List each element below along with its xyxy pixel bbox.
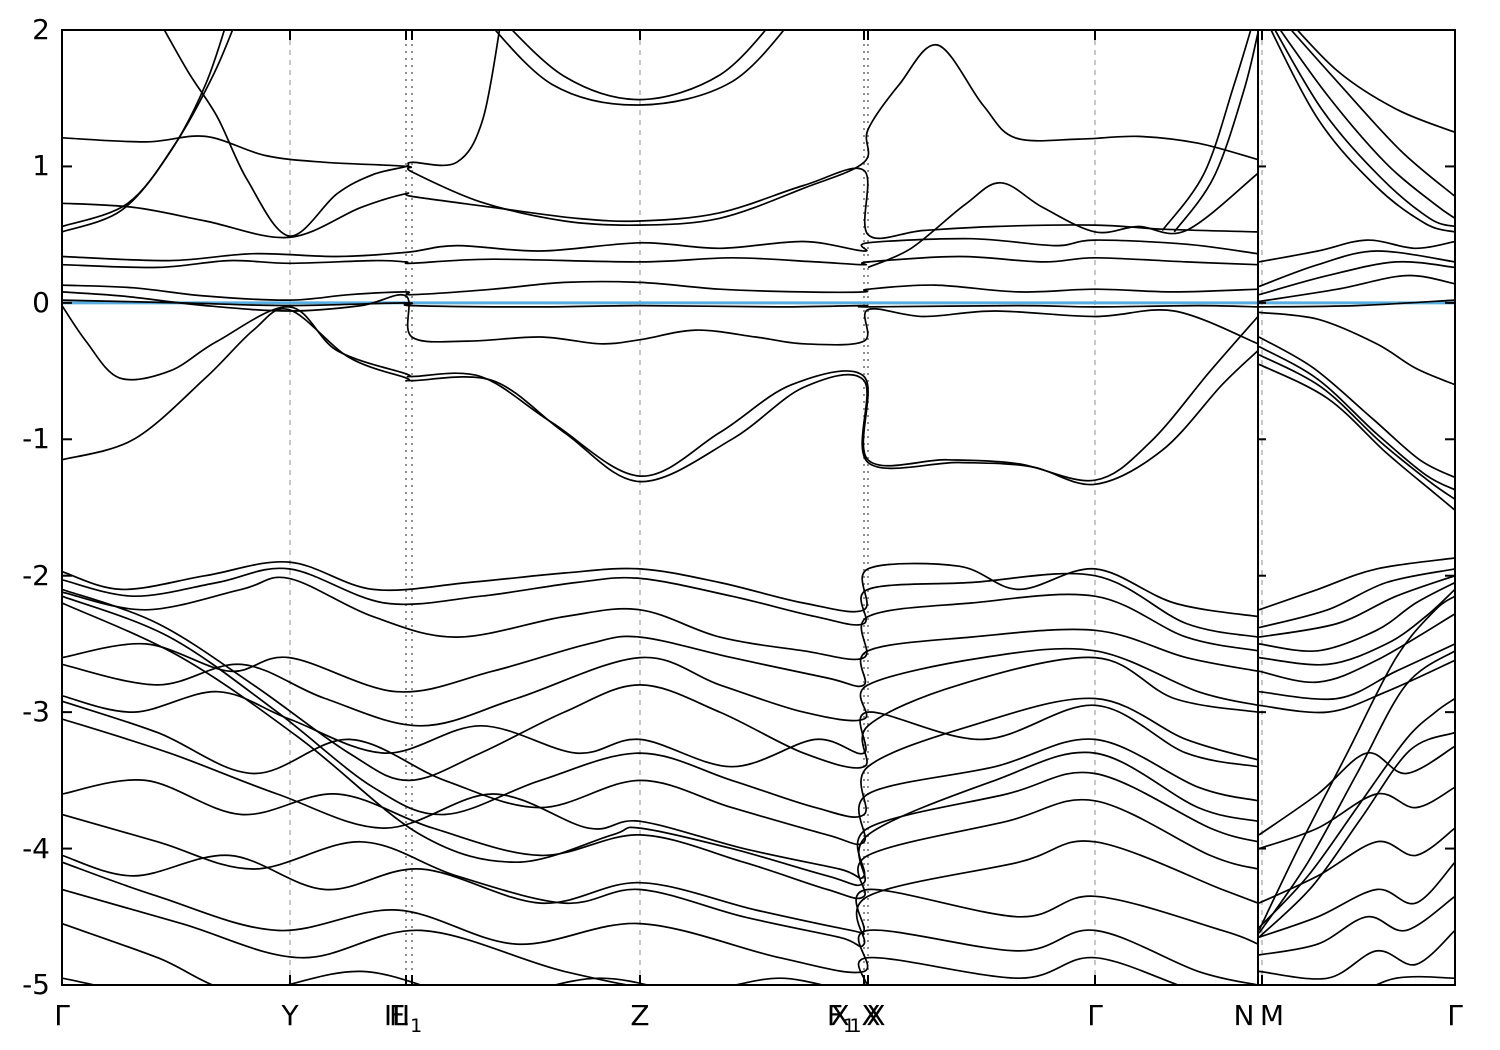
x-tick-label: Y — [281, 999, 299, 1032]
x-tick-label: L — [392, 999, 408, 1032]
band-curve — [62, 690, 1259, 768]
band-curve — [62, 30, 226, 233]
y-tick-label: -1 — [22, 422, 50, 456]
y-tick-label: -3 — [22, 695, 50, 729]
x-tick-label: X — [866, 999, 886, 1032]
band-curve — [1258, 363, 1455, 511]
band-curve — [62, 779, 1259, 900]
x-tick-label: F1 — [826, 999, 856, 1037]
band-curve — [1258, 643, 1455, 701]
band-curve — [1161, 30, 1252, 232]
band-curve — [1258, 613, 1455, 684]
x-tick-label: Γ — [54, 999, 70, 1032]
band-curve — [62, 560, 1259, 618]
y-tick-label: 0 — [32, 285, 50, 319]
band-curve — [62, 718, 1259, 880]
y-tick-label: -4 — [22, 831, 50, 865]
x-tick-label: N — [1233, 999, 1255, 1032]
y-tick-label: -5 — [22, 968, 50, 1001]
band-curve — [62, 44, 1259, 227]
band-curve — [1258, 239, 1455, 263]
band-curve — [1258, 250, 1455, 288]
band-curve — [62, 167, 1259, 240]
band-curve — [62, 854, 1259, 945]
y-tick-label: -2 — [22, 558, 50, 592]
band-curve — [163, 30, 501, 237]
x-tick-label: M — [1259, 999, 1285, 1032]
x-tick-label: Γ — [1447, 999, 1463, 1032]
x-tick-label: I1 — [401, 999, 423, 1037]
band-curve — [1270, 30, 1455, 233]
band-curve — [511, 30, 767, 101]
plot-border — [61, 29, 1456, 986]
band-curve — [1258, 557, 1455, 611]
band-curve — [1258, 299, 1455, 308]
band-curve — [494, 30, 785, 106]
band-curve — [62, 602, 1259, 887]
x-tick-label: X1 — [830, 999, 862, 1037]
band-curve — [62, 922, 1152, 985]
band-curve — [1258, 731, 1455, 938]
x-tick-label: Z — [630, 999, 650, 1032]
x-tick-label: Γ — [1087, 999, 1103, 1032]
band-curve — [1290, 30, 1455, 198]
band-curve — [1258, 827, 1455, 904]
band-curve — [62, 861, 1259, 985]
y-tick-label: 1 — [32, 149, 50, 183]
band-curve — [1258, 595, 1455, 931]
band-curve — [1258, 895, 1455, 956]
band-curve — [1258, 274, 1455, 303]
band-curve — [1258, 311, 1455, 386]
band-curve — [1258, 659, 1455, 714]
band-curve — [62, 567, 1259, 638]
band-curve — [1258, 345, 1455, 491]
band-curve — [1258, 588, 1455, 666]
band-curve — [1374, 975, 1455, 985]
band-curve — [62, 977, 313, 985]
x-tick-label-subscript: 1 — [843, 1015, 856, 1037]
band-curve — [62, 280, 1259, 301]
band-curve — [62, 628, 1259, 693]
band-curve — [1279, 30, 1455, 220]
band-curve — [62, 576, 1259, 661]
x-tick-label-subscript: 1 — [410, 1015, 423, 1037]
band-curve — [1258, 861, 1455, 939]
y-tick-label: 2 — [32, 13, 50, 46]
band-curve — [1258, 336, 1455, 479]
band-curve — [62, 291, 1259, 346]
band-curve — [62, 307, 1259, 486]
x-tick-label: X — [861, 999, 881, 1032]
band-curve — [1258, 745, 1455, 836]
band-curve — [1258, 353, 1455, 500]
band-curve — [1258, 697, 1455, 929]
band-curve — [62, 255, 1259, 269]
band-curve — [1274, 30, 1455, 228]
x-tick-label: F — [388, 999, 406, 1032]
band-curve — [62, 299, 1259, 308]
x-tick-label: I — [383, 999, 393, 1032]
band-curve — [62, 588, 1259, 782]
band-curve — [62, 305, 1259, 482]
band-curve — [62, 237, 1259, 262]
band-curve — [62, 888, 1181, 985]
band-curve — [62, 700, 1259, 846]
band-curve — [62, 30, 234, 228]
band-curve — [62, 647, 1259, 727]
band-curve — [867, 172, 1259, 269]
x-tick-label-subscript: 1 — [849, 1015, 862, 1037]
band-curve — [1258, 568, 1455, 629]
band-curve — [1258, 574, 1455, 638]
band-curve — [1258, 650, 1455, 934]
band-curve — [62, 813, 1259, 948]
band-curve — [1258, 581, 1455, 653]
band-curve — [1296, 30, 1455, 134]
band-curve — [1173, 32, 1259, 233]
band-curve — [1258, 260, 1455, 296]
band-curve — [1258, 786, 1455, 850]
band-curve — [1258, 929, 1455, 980]
